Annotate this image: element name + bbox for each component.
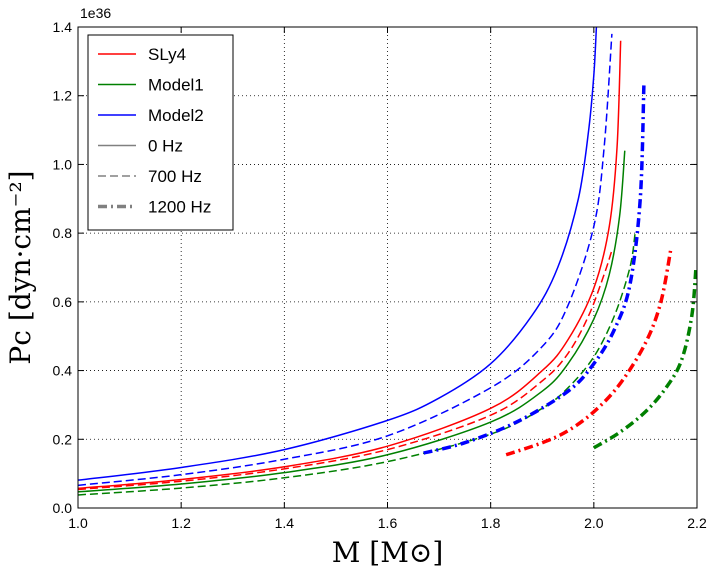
legend-label: SLy4 (148, 45, 186, 64)
y-offset-label: 1e36 (80, 5, 111, 21)
y-tick-label: 1.2 (53, 88, 73, 104)
y-tick-label: 0.2 (53, 431, 73, 447)
series-line-model2-700-hz (78, 33, 613, 487)
y-tick-label: 1.4 (53, 19, 73, 35)
x-tick-label: 2.2 (687, 515, 707, 531)
legend-box (87, 34, 234, 231)
series-line-model1-1200-hz (592, 267, 697, 450)
legend: SLy4 Model1 Model2 0 Hz 700 Hz 1200 Hz (87, 34, 234, 231)
legend-label: Model2 (148, 106, 204, 125)
series-line-sly4-0-hz (78, 40, 622, 490)
y-tick-label: 0.0 (53, 500, 73, 516)
x-tick-label: 1.8 (481, 515, 501, 531)
x-tick-label: 1.4 (275, 515, 295, 531)
series-line-sly4-1200-hz (505, 246, 673, 457)
x-tick-label: 1.2 (171, 515, 191, 531)
legend-label: 0 Hz (148, 137, 183, 156)
series-line-model1-700-hz (78, 233, 636, 496)
legend-label: Model1 (148, 76, 204, 95)
legend-label: 700 Hz (148, 167, 202, 186)
y-tick-label: 0.6 (53, 294, 73, 310)
x-tick-label: 2.0 (584, 515, 604, 531)
x-tick-label: 1.0 (68, 515, 88, 531)
y-tick-label: 0.4 (53, 363, 73, 379)
y-tick-label: 0.8 (53, 225, 73, 241)
series-line-model2-1200-hz (423, 85, 646, 455)
y-tick-label: 1.0 (53, 156, 73, 172)
series-line-model1-0-hz (78, 150, 626, 493)
series-line-model2-0-hz (78, 27, 598, 481)
series-line-sly4-700-hz (78, 250, 613, 491)
series-group (78, 27, 697, 496)
x-axis-label: M [M⊙] (332, 536, 444, 569)
grid (78, 27, 697, 508)
x-tick-label: 1.6 (378, 515, 398, 531)
axis-ticks: 1.0 1.2 1.4 1.6 1.8 2.0 2.2 0.0 0.2 0.4 0.6 0.8 1.0 1… (53, 19, 707, 531)
legend-label: 1200 Hz (148, 198, 211, 217)
y-axis-label: Pc [dyn·cm⁻²] (4, 170, 37, 364)
